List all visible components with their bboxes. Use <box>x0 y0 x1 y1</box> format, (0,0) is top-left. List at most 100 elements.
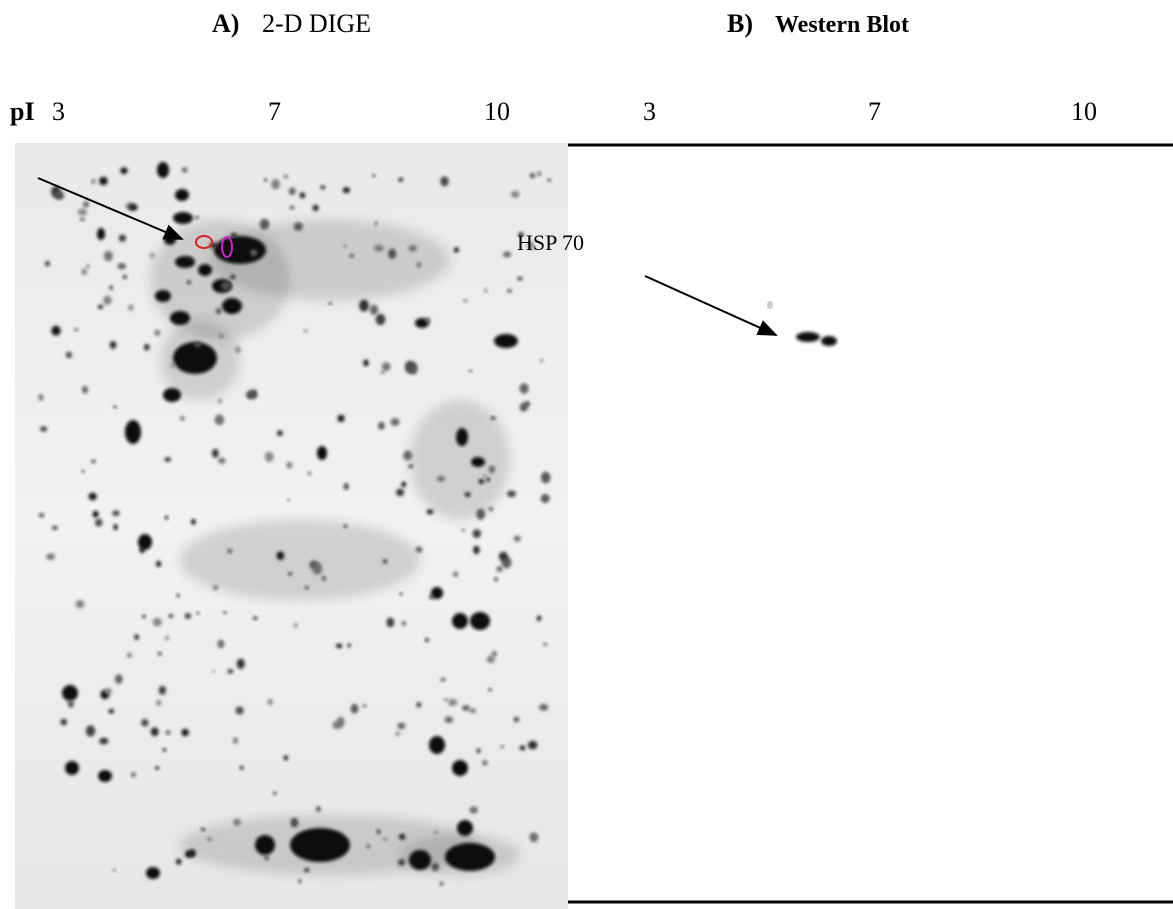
gel-spot <box>390 418 400 426</box>
gel-spot <box>109 341 117 349</box>
gel-spot <box>239 765 244 770</box>
gel-spot <box>288 572 292 576</box>
gel-spot <box>184 613 192 619</box>
gel-spot <box>415 546 423 553</box>
gel-spot <box>536 615 542 622</box>
gel-spot <box>457 820 473 836</box>
gel-spot <box>529 832 539 843</box>
gel-spot <box>85 725 96 737</box>
gel-spot <box>154 329 161 336</box>
gel-spot <box>164 635 170 641</box>
gel-spot <box>250 249 258 257</box>
gel-spot <box>470 612 490 630</box>
gel-spot <box>293 222 303 231</box>
gel-spot <box>494 577 498 582</box>
gel-spot <box>104 688 112 695</box>
gel-spot <box>359 299 369 312</box>
gel-spot <box>513 716 520 723</box>
gel-spot <box>408 464 414 469</box>
gel-spot <box>464 491 471 498</box>
gel-spot <box>317 446 327 460</box>
gel-spot <box>290 817 299 828</box>
gel-spot <box>155 290 171 302</box>
gel-spot <box>264 451 274 463</box>
gel-spot <box>134 634 140 640</box>
gel-spot <box>175 858 182 865</box>
gel-spot <box>175 189 189 201</box>
gel-spot <box>519 745 526 751</box>
gel-spot <box>220 281 231 291</box>
gel-spot <box>198 264 212 276</box>
gel-spot <box>230 274 236 280</box>
gel-spot <box>250 389 258 399</box>
gel-spot <box>276 551 285 560</box>
gel-spot <box>494 334 518 348</box>
gel-spot <box>399 833 406 840</box>
tick-label: 10 <box>1071 97 1097 126</box>
gel-spot <box>165 730 171 735</box>
annotation: HSP 70 <box>517 230 584 255</box>
tick-label: 10 <box>484 97 510 126</box>
gel-spot <box>125 420 141 444</box>
gel-spot <box>141 718 149 727</box>
gel-spot <box>436 475 445 482</box>
gel-spot <box>99 176 108 186</box>
gel-spot <box>342 187 350 194</box>
gel-spot <box>304 868 310 873</box>
gel-spot <box>127 653 132 658</box>
gel-spot <box>350 703 359 714</box>
gel-spot <box>287 499 290 502</box>
gel-spot <box>97 304 104 309</box>
gel-spot <box>235 706 244 715</box>
gel-spot <box>529 173 536 179</box>
gel-spot <box>456 428 468 446</box>
gel-spot <box>264 855 269 861</box>
gel-spot <box>143 344 150 351</box>
gel-spot <box>271 179 281 190</box>
gel-spot <box>91 179 96 184</box>
gel-spot <box>65 351 73 359</box>
gel-spot <box>218 457 226 464</box>
gel-spot <box>369 304 379 315</box>
gel-spot <box>283 755 288 761</box>
gel-spot <box>507 490 516 498</box>
gel-spot <box>452 760 468 776</box>
gel-spot <box>363 359 369 367</box>
gel-spot <box>498 551 508 562</box>
gel-spot <box>343 524 348 528</box>
gel-spot <box>507 288 512 293</box>
gel-spot <box>478 479 485 484</box>
axis-label: pI <box>10 97 35 126</box>
gel-spot <box>255 835 275 855</box>
blot-spot <box>821 336 837 346</box>
gel-spot <box>425 638 429 642</box>
gel-spot <box>138 534 152 550</box>
gel-spot <box>304 586 309 590</box>
gel-spot <box>252 616 258 620</box>
gel-spot <box>453 247 459 253</box>
gel-spot <box>267 699 273 705</box>
gel-spot <box>80 217 85 221</box>
gel-spot <box>181 167 188 173</box>
panel-label: B) <box>727 9 753 38</box>
gel-spot <box>461 528 466 533</box>
gel-spot <box>289 205 295 210</box>
gel-spot <box>187 257 192 261</box>
gel-spot <box>113 524 118 531</box>
gel-spot <box>335 643 343 649</box>
gel-spot <box>230 232 238 238</box>
gel-spot <box>445 843 495 871</box>
gel-spot <box>328 302 332 305</box>
gel-spot <box>488 688 492 692</box>
gel-spot <box>62 685 78 701</box>
gel-spot <box>476 508 486 520</box>
gel-spot <box>176 593 180 598</box>
gel-spot <box>217 639 225 649</box>
gel-spot <box>463 299 468 303</box>
gel-spot <box>488 506 494 512</box>
gel-spot <box>164 457 172 462</box>
gel-spot <box>518 232 524 237</box>
gel-spot <box>75 600 85 609</box>
gel-spot <box>316 806 321 812</box>
